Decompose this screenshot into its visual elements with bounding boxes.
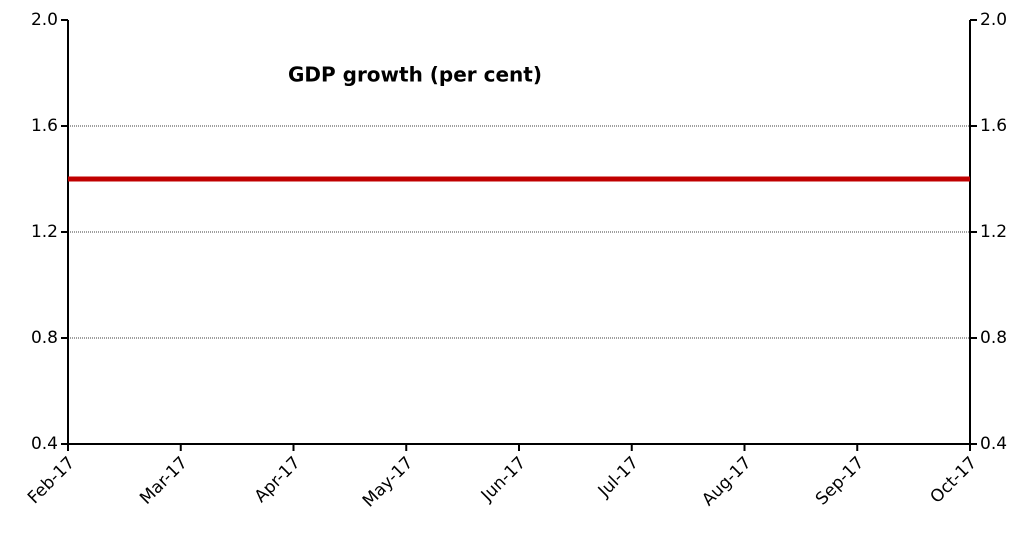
y-tick-label: 1.2 [31, 222, 58, 242]
y2-tick-label: 1.6 [980, 116, 1007, 136]
x-tick-label: Mar-17 [136, 453, 192, 509]
x-tick-label: Jul-17 [594, 453, 643, 502]
x-tick-label: Aug-17 [698, 453, 755, 510]
y-tick-label: 2.0 [31, 10, 58, 30]
x-tick-label: May-17 [359, 453, 417, 511]
x-tick-label: Oct-17 [927, 453, 982, 508]
x-tick-label: Sep-17 [812, 453, 868, 509]
x-tick-label: Jun-17 [477, 453, 530, 506]
y2-tick-label: 1.2 [980, 222, 1007, 242]
y-tick-label: 1.6 [31, 116, 58, 136]
x-tick-label: Feb-17 [24, 453, 79, 508]
y-tick-label: 0.8 [31, 328, 58, 348]
y2-tick-label: 0.8 [980, 328, 1007, 348]
x-tick-label: Apr-17 [251, 453, 305, 507]
chart-title: GDP growth (per cent) [288, 63, 542, 87]
y-tick-label: 0.4 [31, 434, 58, 454]
y2-tick-label: 0.4 [980, 434, 1007, 454]
y2-tick-label: 2.0 [980, 10, 1007, 30]
